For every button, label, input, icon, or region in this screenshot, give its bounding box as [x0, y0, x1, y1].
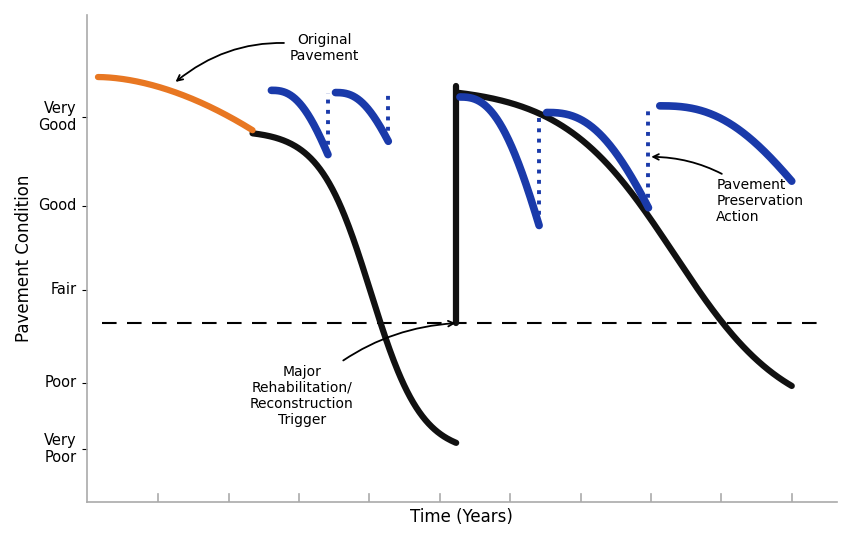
Y-axis label: Pavement Condition: Pavement Condition [15, 175, 33, 342]
Text: Major
Rehabilitation/
Reconstruction
Trigger: Major Rehabilitation/ Reconstruction Tri… [250, 321, 453, 427]
Text: Original
Pavement: Original Pavement [177, 33, 359, 81]
X-axis label: Time (Years): Time (Years) [411, 508, 513, 526]
Text: Pavement
Preservation
Action: Pavement Preservation Action [653, 154, 803, 225]
